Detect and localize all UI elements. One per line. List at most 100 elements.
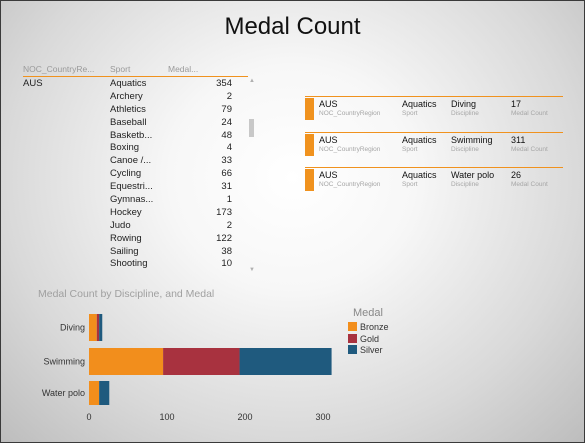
table-header: NOC_CountryRe... Sport Medal... [23,63,248,77]
column-header-medal-count[interactable]: Medal... [168,64,199,74]
card-count-label: Medal Count [511,181,548,188]
discipline-cell: Boxing [110,142,140,154]
discipline-cell: Judo [110,219,131,231]
category-label: Swimming [43,357,85,367]
count-cell: 122 [216,232,232,244]
bar-segment-bronze[interactable] [89,381,100,405]
table-row[interactable]: Judo 2 [23,220,253,233]
legend-swatch [348,345,357,354]
bar-segment-gold[interactable] [96,314,100,341]
bar-segment-silver[interactable] [239,348,332,375]
chart-title: Medal Count by Discipline, and Medal [38,288,215,300]
summary-card[interactable]: AUS NOC_CountryRegion Aquatics Sport Diving D… [305,96,563,124]
count-cell: 1 [226,194,232,206]
card-count-value: 311 [511,135,526,145]
table-row[interactable]: Sailing 38 [23,246,253,259]
x-tick-label: 100 [159,412,174,422]
legend-item-silver[interactable]: Silver [348,345,383,355]
card-discipline-label: Discipline [451,110,479,117]
card-accent-bar [305,98,314,120]
summary-card[interactable]: AUS NOC_CountryRegion Aquatics Sport Water p… [305,167,563,195]
discipline-cell: Canoe /... [110,155,152,167]
summary-card[interactable]: AUS NOC_CountryRegion Aquatics Sport Swimmin… [305,132,563,160]
card-discipline-value: Water polo [451,170,495,180]
category-label: Diving [60,323,85,333]
card-count-value: 26 [511,170,522,180]
legend-item-gold[interactable]: Gold [348,334,379,344]
table-row[interactable]: Equestri... 31 [23,181,253,194]
legend-label: Gold [360,334,380,344]
card-discipline-label: Discipline [451,181,479,188]
table-body: AUS Aquatics 354 Archery 2 Athletics 79 Base… [23,78,253,271]
count-cell: 4 [226,142,232,154]
table-row[interactable]: Hockey 173 [23,207,253,220]
table-row[interactable]: Athletics 79 [23,104,253,117]
table-row[interactable]: AUS Aquatics 354 [23,78,253,91]
card-country-value: AUS [319,99,338,109]
scroll-down-icon[interactable]: ▼ [249,267,255,273]
scrollbar-thumb[interactable] [249,119,254,137]
card-country-label: NOC_CountryRegion [319,181,381,188]
card-count-label: Medal Count [511,146,548,153]
count-cell: 2 [226,219,232,231]
x-tick-label: 300 [315,412,330,422]
x-tick-label: 200 [237,412,252,422]
discipline-cell: Hockey [110,206,142,218]
card-accent-bar [305,169,314,191]
discipline-cell: Gymnas... [110,194,154,206]
bar-segment-gold[interactable] [163,348,240,375]
scroll-up-icon[interactable]: ▲ [249,78,255,84]
count-cell: 24 [221,116,232,128]
legend-title: Medal [353,307,383,319]
table-row[interactable]: Gymnas... 1 [23,194,253,207]
bar-segment-bronze[interactable] [89,314,97,341]
count-cell: 48 [221,129,232,141]
discipline-cell: Archery [110,90,143,102]
legend-label: Bronze [360,322,389,332]
card-sport-label: Sport [402,146,418,153]
x-tick-label: 0 [86,412,91,422]
discipline-cell: Basketb... [110,129,153,141]
card-sport-value: Aquatics [402,99,437,109]
table-row[interactable]: Cycling 66 [23,168,253,181]
card-country-label: NOC_CountryRegion [319,110,381,117]
legend-swatch [348,322,357,331]
table-row[interactable]: Basketb... 48 [23,130,253,143]
count-cell: 79 [221,103,232,115]
count-cell: 354 [216,78,232,89]
table-row[interactable]: Archery 2 [23,91,253,104]
count-cell: 2 [226,90,232,102]
card-sport-value: Aquatics [402,135,437,145]
count-cell: 31 [221,181,232,193]
page-title: Medal Count [224,13,361,40]
bar-segment-bronze[interactable] [89,348,164,375]
count-cell: 33 [221,155,232,167]
table-row[interactable]: Boxing 4 [23,142,253,155]
country-cell: AUS [23,78,43,89]
legend-item-bronze[interactable]: Bronze [348,322,389,332]
table-row[interactable]: Baseball 24 [23,117,253,130]
card-discipline-label: Discipline [451,146,479,153]
count-cell: 38 [221,245,232,257]
bar-segment-silver[interactable] [99,381,110,405]
table-scrollbar[interactable]: ▲ ▼ [249,78,255,274]
card-country-value: AUS [319,170,338,180]
card-sport-value: Aquatics [402,170,437,180]
discipline-cell: Rowing [110,232,142,244]
table-row[interactable]: Shooting 10 [23,258,253,271]
discipline-cell: Athletics [110,103,146,115]
legend-swatch [348,334,357,343]
card-count-value: 17 [511,99,522,109]
card-accent-bar [305,134,314,156]
table-row[interactable]: Canoe /... 33 [23,155,253,168]
stacked-bar-chart: Diving Swimming Water polo 0 100 200 300 [42,314,332,422]
legend-label: Silver [360,345,383,355]
count-cell: 173 [216,206,232,218]
column-header-sport[interactable]: Sport [110,64,131,74]
column-header-country[interactable]: NOC_CountryRe... [23,64,95,74]
discipline-cell: Sailing [110,245,139,257]
discipline-cell: Equestri... [110,181,153,193]
table-row[interactable]: Rowing 122 [23,233,253,246]
bar-segment-silver[interactable] [99,314,103,341]
